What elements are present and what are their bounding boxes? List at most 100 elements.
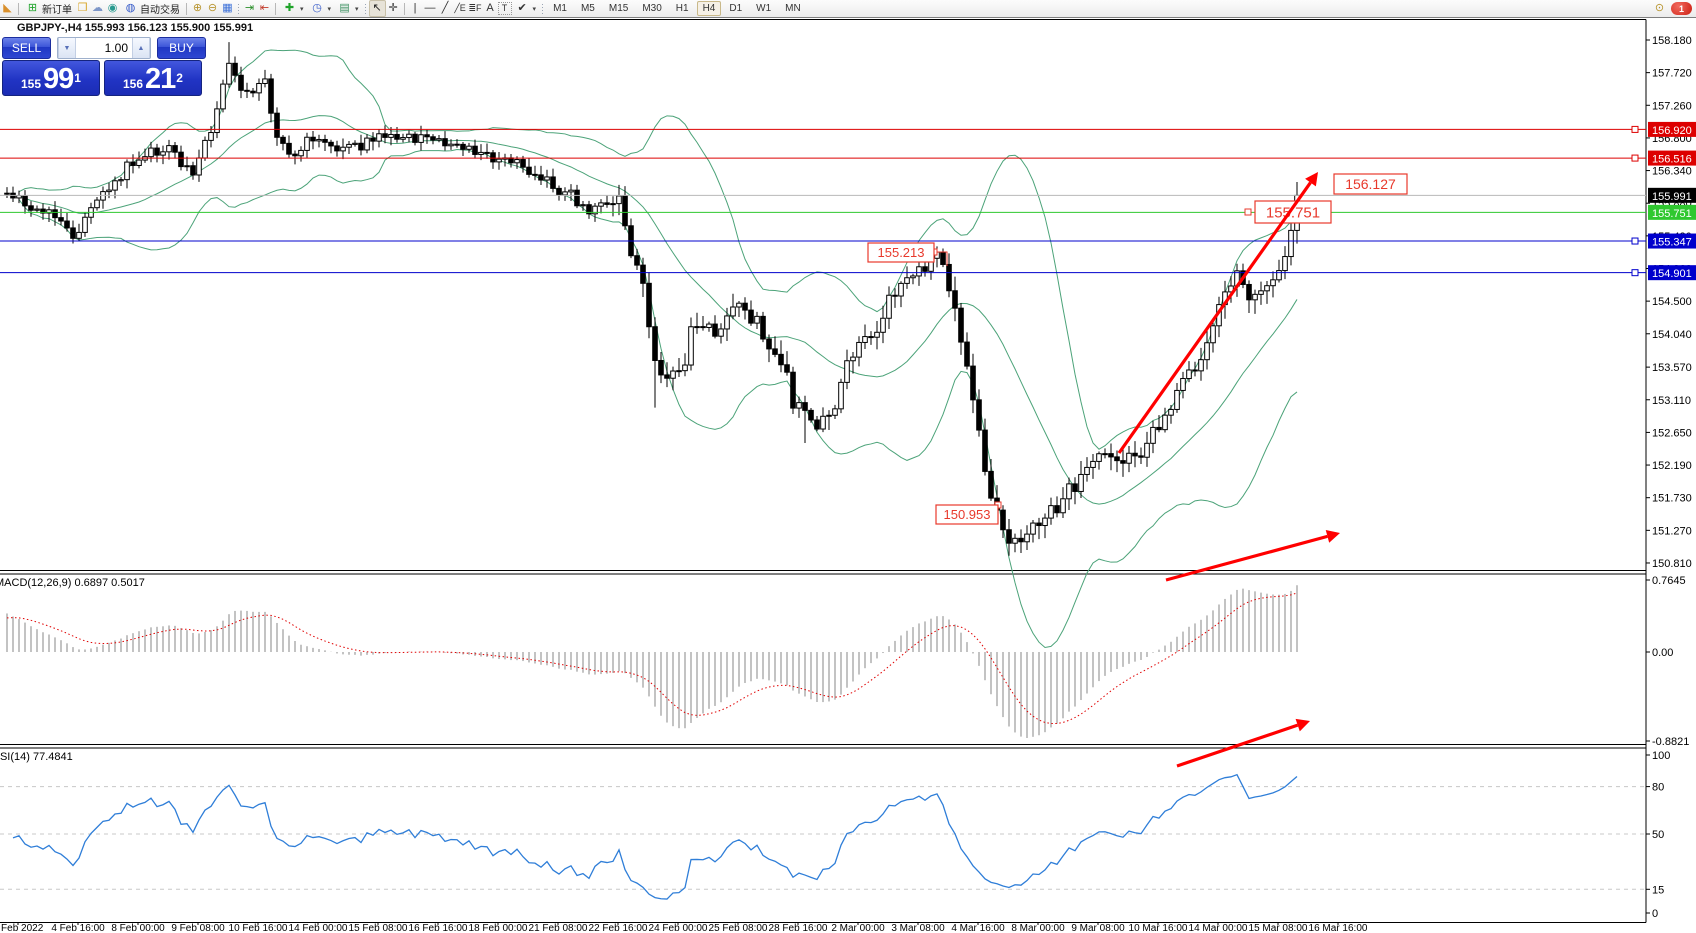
channel-icon[interactable]: ╱E (454, 3, 466, 13)
candle-body (1072, 483, 1078, 492)
autotrade-icon: ◍ (125, 2, 136, 14)
macd-pane (6, 585, 1298, 738)
zoom-in-icon[interactable]: ⊕ (192, 2, 203, 14)
timeframe-button-M5[interactable]: M5 (580, 3, 595, 14)
trendline-icon[interactable]: ╱ (441, 2, 449, 14)
candle-body (700, 326, 706, 329)
timeframe-button-MN[interactable]: MN (785, 3, 801, 14)
timeframe-button-W1[interactable]: W1 (756, 3, 772, 14)
rsi-axis[interactable]: 100 80 50 15 0 (1646, 750, 1670, 920)
notifications-badge[interactable]: 1 (1671, 2, 1692, 15)
zoom-out-icon[interactable]: ⊖ (207, 2, 218, 14)
text-icon[interactable]: A (486, 2, 494, 14)
clipped-toolbar-icon[interactable]: ◣ (3, 2, 12, 14)
annotation-box[interactable] (935, 504, 999, 525)
timeframe-button-M30[interactable]: M30 (642, 3, 662, 14)
macd-signal-line (6, 592, 1298, 725)
chart-shift-icon[interactable]: ⇤ (259, 2, 270, 14)
timeframe-button-M1[interactable]: M1 (553, 3, 567, 14)
candle-body (880, 317, 886, 333)
sell-quote[interactable]: 155 99 1 (2, 60, 100, 96)
candle-body (328, 141, 334, 147)
trend-arrow-price[interactable] (1117, 172, 1318, 454)
fibonacci-icon[interactable]: ≣F (468, 3, 482, 13)
autoscroll-icon[interactable]: ⇥ (244, 2, 255, 14)
level-handle-resistance-1[interactable] (1631, 125, 1639, 133)
candle-body (904, 277, 910, 284)
annotation-box[interactable] (1254, 200, 1332, 224)
candle-body (388, 133, 394, 138)
macd-axis[interactable]: 0.7645 0.00 -0.8821 (1646, 575, 1689, 748)
cloud-icon[interactable]: ☁ (92, 2, 103, 14)
timeframe-button-M15[interactable]: M15 (608, 3, 629, 14)
candle-body (1054, 505, 1060, 514)
signal-icon[interactable]: ◉ (107, 2, 118, 14)
candle-body (676, 370, 682, 373)
volume-input[interactable] (76, 38, 132, 58)
candle-body (496, 158, 502, 163)
annotation-155.751[interactable]: 155.751 (1244, 200, 1332, 224)
tile-windows-icon[interactable]: ▦ (222, 2, 233, 14)
volume-down-button[interactable]: ▼ (58, 38, 76, 58)
annotation-handle[interactable] (1244, 208, 1252, 216)
candle-body (202, 139, 208, 159)
candle-body (1276, 270, 1282, 281)
trend-arrow-rsi[interactable] (1176, 718, 1310, 768)
new-order-icon: ⊞ (27, 2, 38, 14)
candle-body (478, 151, 484, 155)
annotation-155.213[interactable]: 155.213 (867, 242, 948, 266)
time-tick-label: 16 Mar 16:00 (1309, 923, 1368, 933)
trend-arrow-macd[interactable] (1165, 530, 1340, 582)
arrows-button[interactable]: ✔ ▾ (512, 1, 540, 16)
candle-body (910, 275, 916, 279)
horizontal-line-icon[interactable]: — (424, 2, 436, 14)
arrow-head (1305, 172, 1318, 187)
autotrade-button[interactable]: ◍ 自动交易 (120, 1, 183, 17)
timeframe-button-H4[interactable]: H4 (696, 1, 722, 16)
axis-tick-label: 151.730 (1652, 493, 1692, 505)
time-axis[interactable]: 3 Feb 2022 4 Feb 16:00 8 Feb 00:00 9 Feb 08… (0, 922, 1368, 933)
search-icon[interactable]: ⊙ (1654, 2, 1665, 14)
buy-quote[interactable]: 156 21 2 (104, 60, 202, 96)
candle-body (742, 302, 748, 311)
macd-tick-label: 0.00 (1652, 647, 1673, 659)
buy-button[interactable]: BUY (157, 37, 206, 59)
level-handle-support-1[interactable] (1631, 237, 1639, 245)
timeframe-button-H1[interactable]: H1 (675, 3, 689, 14)
add-indicator-button[interactable]: ✚ ▾ (279, 1, 307, 16)
candle-body (136, 159, 142, 166)
vertical-line-icon[interactable]: | (413, 2, 417, 14)
annotation-156.127[interactable]: 156.127 (1333, 173, 1408, 195)
sell-button[interactable]: SELL (2, 37, 51, 59)
candle-body (244, 89, 250, 92)
candle-body (358, 142, 364, 151)
templates-button[interactable]: ▤ ▾ (334, 1, 362, 16)
annotation-box[interactable] (867, 242, 935, 263)
text-label-icon[interactable]: T (497, 2, 512, 15)
trend-arrows (1117, 172, 1340, 768)
annotation-150.953[interactable]: 150.953 (935, 501, 1002, 525)
level-handle-resistance-2[interactable] (1631, 154, 1639, 162)
candle-body (694, 326, 700, 329)
cursor-icon[interactable]: ↖ (368, 0, 386, 17)
candle-body (958, 307, 964, 343)
history-center-icon[interactable]: ❒ (77, 2, 88, 14)
timeframe-button-D1[interactable]: D1 (729, 3, 743, 14)
candle-body (466, 145, 472, 150)
candle-body (1120, 460, 1126, 464)
candle-body (94, 199, 100, 209)
chart-canvas[interactable]: 158.180157.720157.260156.800156.340155.8… (0, 17, 1696, 933)
candle-body (784, 364, 790, 373)
badge-text: 156.920 (1652, 125, 1692, 137)
volume-up-button[interactable]: ▲ (132, 38, 150, 58)
candle-body (754, 315, 760, 324)
periods-button[interactable]: ◷ ▾ (307, 1, 335, 16)
crosshair-icon[interactable]: ✛ (388, 2, 398, 14)
volume-stepper: ▼ ▲ (57, 37, 151, 59)
annotation-box[interactable] (1333, 173, 1408, 195)
buy-price-pips: 21 (145, 63, 176, 95)
candle-body (58, 217, 64, 222)
timeframe-group: M1 M5 M15 M30 H1 H4 D1 W1 MN (546, 1, 808, 16)
level-handle-support-2[interactable] (1631, 269, 1639, 277)
new-order-button[interactable]: ⊞ 新订单 (22, 1, 75, 17)
